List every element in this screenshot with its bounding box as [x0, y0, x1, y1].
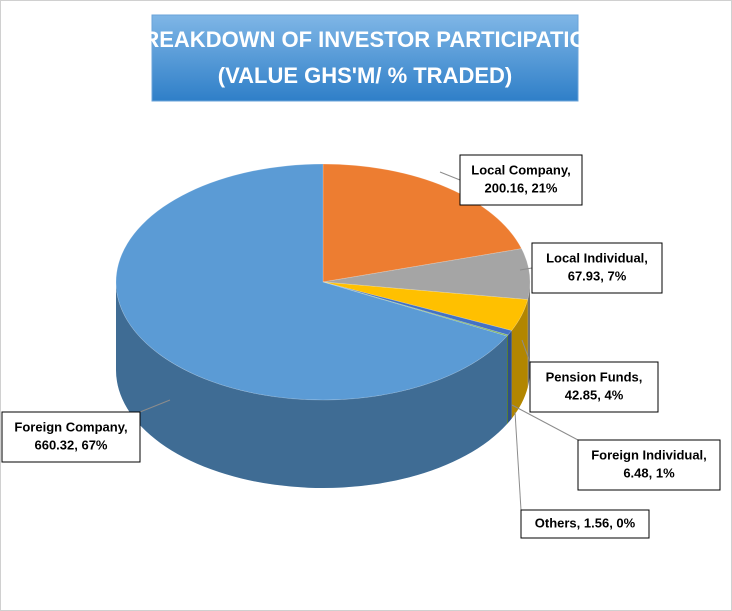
leader-line — [511, 404, 579, 441]
title-box — [151, 14, 579, 102]
leader-line — [519, 267, 533, 271]
slice-side — [511, 299, 528, 419]
data-label: 67.93, 7% — [568, 268, 627, 283]
slice — [322, 281, 509, 337]
data-label: 42.85, 4% — [565, 387, 624, 402]
data-label: 6.48, 1% — [623, 465, 675, 480]
slice-side-shade — [116, 282, 508, 488]
slice — [322, 248, 531, 300]
data-label: 200.16, 21% — [484, 180, 557, 195]
label-box — [529, 361, 659, 413]
slice — [322, 281, 513, 336]
label-box — [1, 411, 141, 463]
slice-side-shade — [511, 299, 528, 419]
data-label: Foreign Individual, — [591, 447, 707, 462]
leader-line — [139, 399, 171, 413]
data-label: Pension Funds, — [546, 369, 643, 384]
label-box — [459, 154, 583, 206]
leader-line — [521, 339, 531, 363]
leader-line — [514, 411, 522, 511]
data-label: 660.32, 67% — [34, 437, 107, 452]
pie-sides — [116, 282, 530, 488]
label-box — [531, 242, 663, 294]
data-label: Local Individual, — [546, 250, 648, 265]
leader-line — [439, 171, 461, 181]
slice-side-shade — [507, 330, 512, 423]
slice — [322, 281, 529, 331]
chart-title: BREAKDOWN OF INVESTOR PARTICIPATION — [127, 27, 602, 52]
label-box — [577, 439, 721, 491]
slice-side — [507, 330, 512, 423]
slice — [322, 163, 523, 283]
slice-side-shade — [507, 334, 508, 425]
data-label: Local Company, — [471, 162, 570, 177]
data-label: Foreign Company, — [14, 419, 127, 434]
slice-side — [507, 334, 508, 425]
label-box — [520, 509, 650, 539]
data-labels: Local Company, 200.16, 21% Local Individua… — [1, 154, 721, 539]
data-label: Others, 1.56, 0% — [535, 515, 636, 530]
slice-side — [116, 282, 508, 488]
slice — [115, 163, 508, 401]
pie-tops — [115, 163, 531, 401]
chart-subtitle: (VALUE GHS'M/ % TRADED) — [218, 63, 513, 88]
